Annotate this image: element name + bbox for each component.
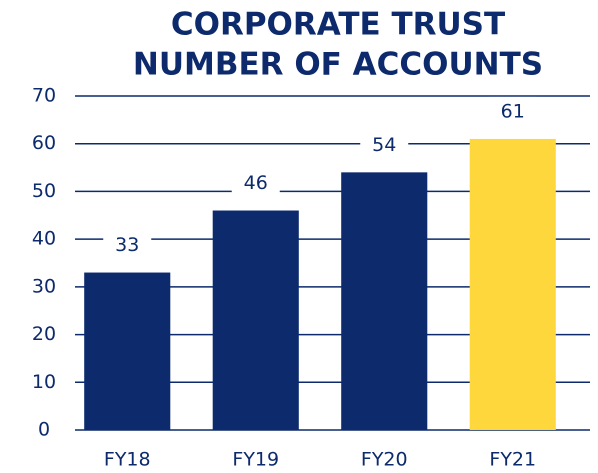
value-label-bg — [360, 130, 409, 159]
y-tick-label: 40 — [32, 228, 56, 250]
bar — [84, 272, 171, 430]
value-label-bg — [103, 230, 152, 259]
chart-title: CORPORATE TRUST — [171, 7, 505, 43]
value-label: 54 — [372, 134, 396, 156]
bar — [469, 138, 556, 430]
chart-title: NUMBER OF ACCOUNTS — [133, 47, 543, 83]
x-tick-label: FY19 — [232, 449, 279, 471]
y-tick-label: 20 — [32, 323, 56, 345]
value-label-bg — [488, 96, 537, 125]
value-label-bg — [231, 168, 280, 197]
x-tick-label: FY20 — [361, 449, 408, 471]
y-tick-label: 60 — [32, 132, 56, 154]
x-tick-label: FY18 — [104, 449, 151, 471]
bar — [212, 210, 299, 430]
value-label: 33 — [115, 234, 139, 256]
y-tick-label: 70 — [32, 85, 56, 107]
y-tick-label: 30 — [32, 275, 56, 297]
y-tick-label: 10 — [32, 371, 56, 393]
value-label: 61 — [501, 100, 525, 122]
y-tick-label: 0 — [38, 419, 50, 441]
y-tick-label: 50 — [32, 180, 56, 202]
value-label: 46 — [244, 172, 268, 194]
x-tick-label: FY21 — [489, 449, 536, 471]
bar — [341, 172, 428, 431]
